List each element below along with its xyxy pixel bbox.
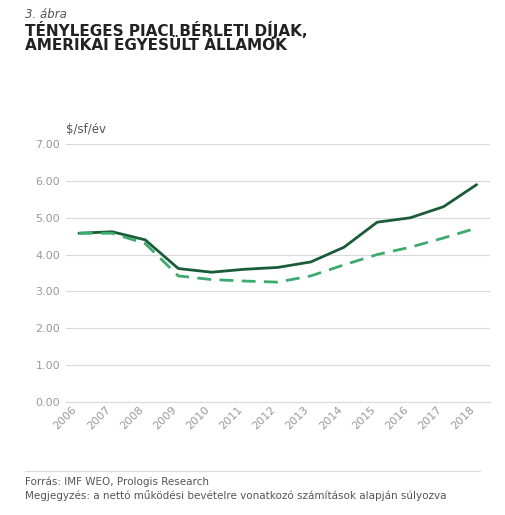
Text: AMERIKAI EGYESÜLT ÁLLAMOK: AMERIKAI EGYESÜLT ÁLLAMOK [25, 38, 287, 53]
Text: 3. ábra: 3. ábra [25, 8, 67, 21]
Text: TÉNYLEGES PIACI BÉRLETI DÍJAK,: TÉNYLEGES PIACI BÉRLETI DÍJAK, [25, 21, 308, 39]
Text: Megjegyzés: a nettó működési bevételre vonatkozó számítások alapján súlyozva: Megjegyzés: a nettó működési bevételre v… [25, 490, 447, 501]
Text: $/sf/év: $/sf/év [66, 124, 106, 136]
Text: Forrás: IMF WEO, Prologis Research: Forrás: IMF WEO, Prologis Research [25, 476, 209, 487]
